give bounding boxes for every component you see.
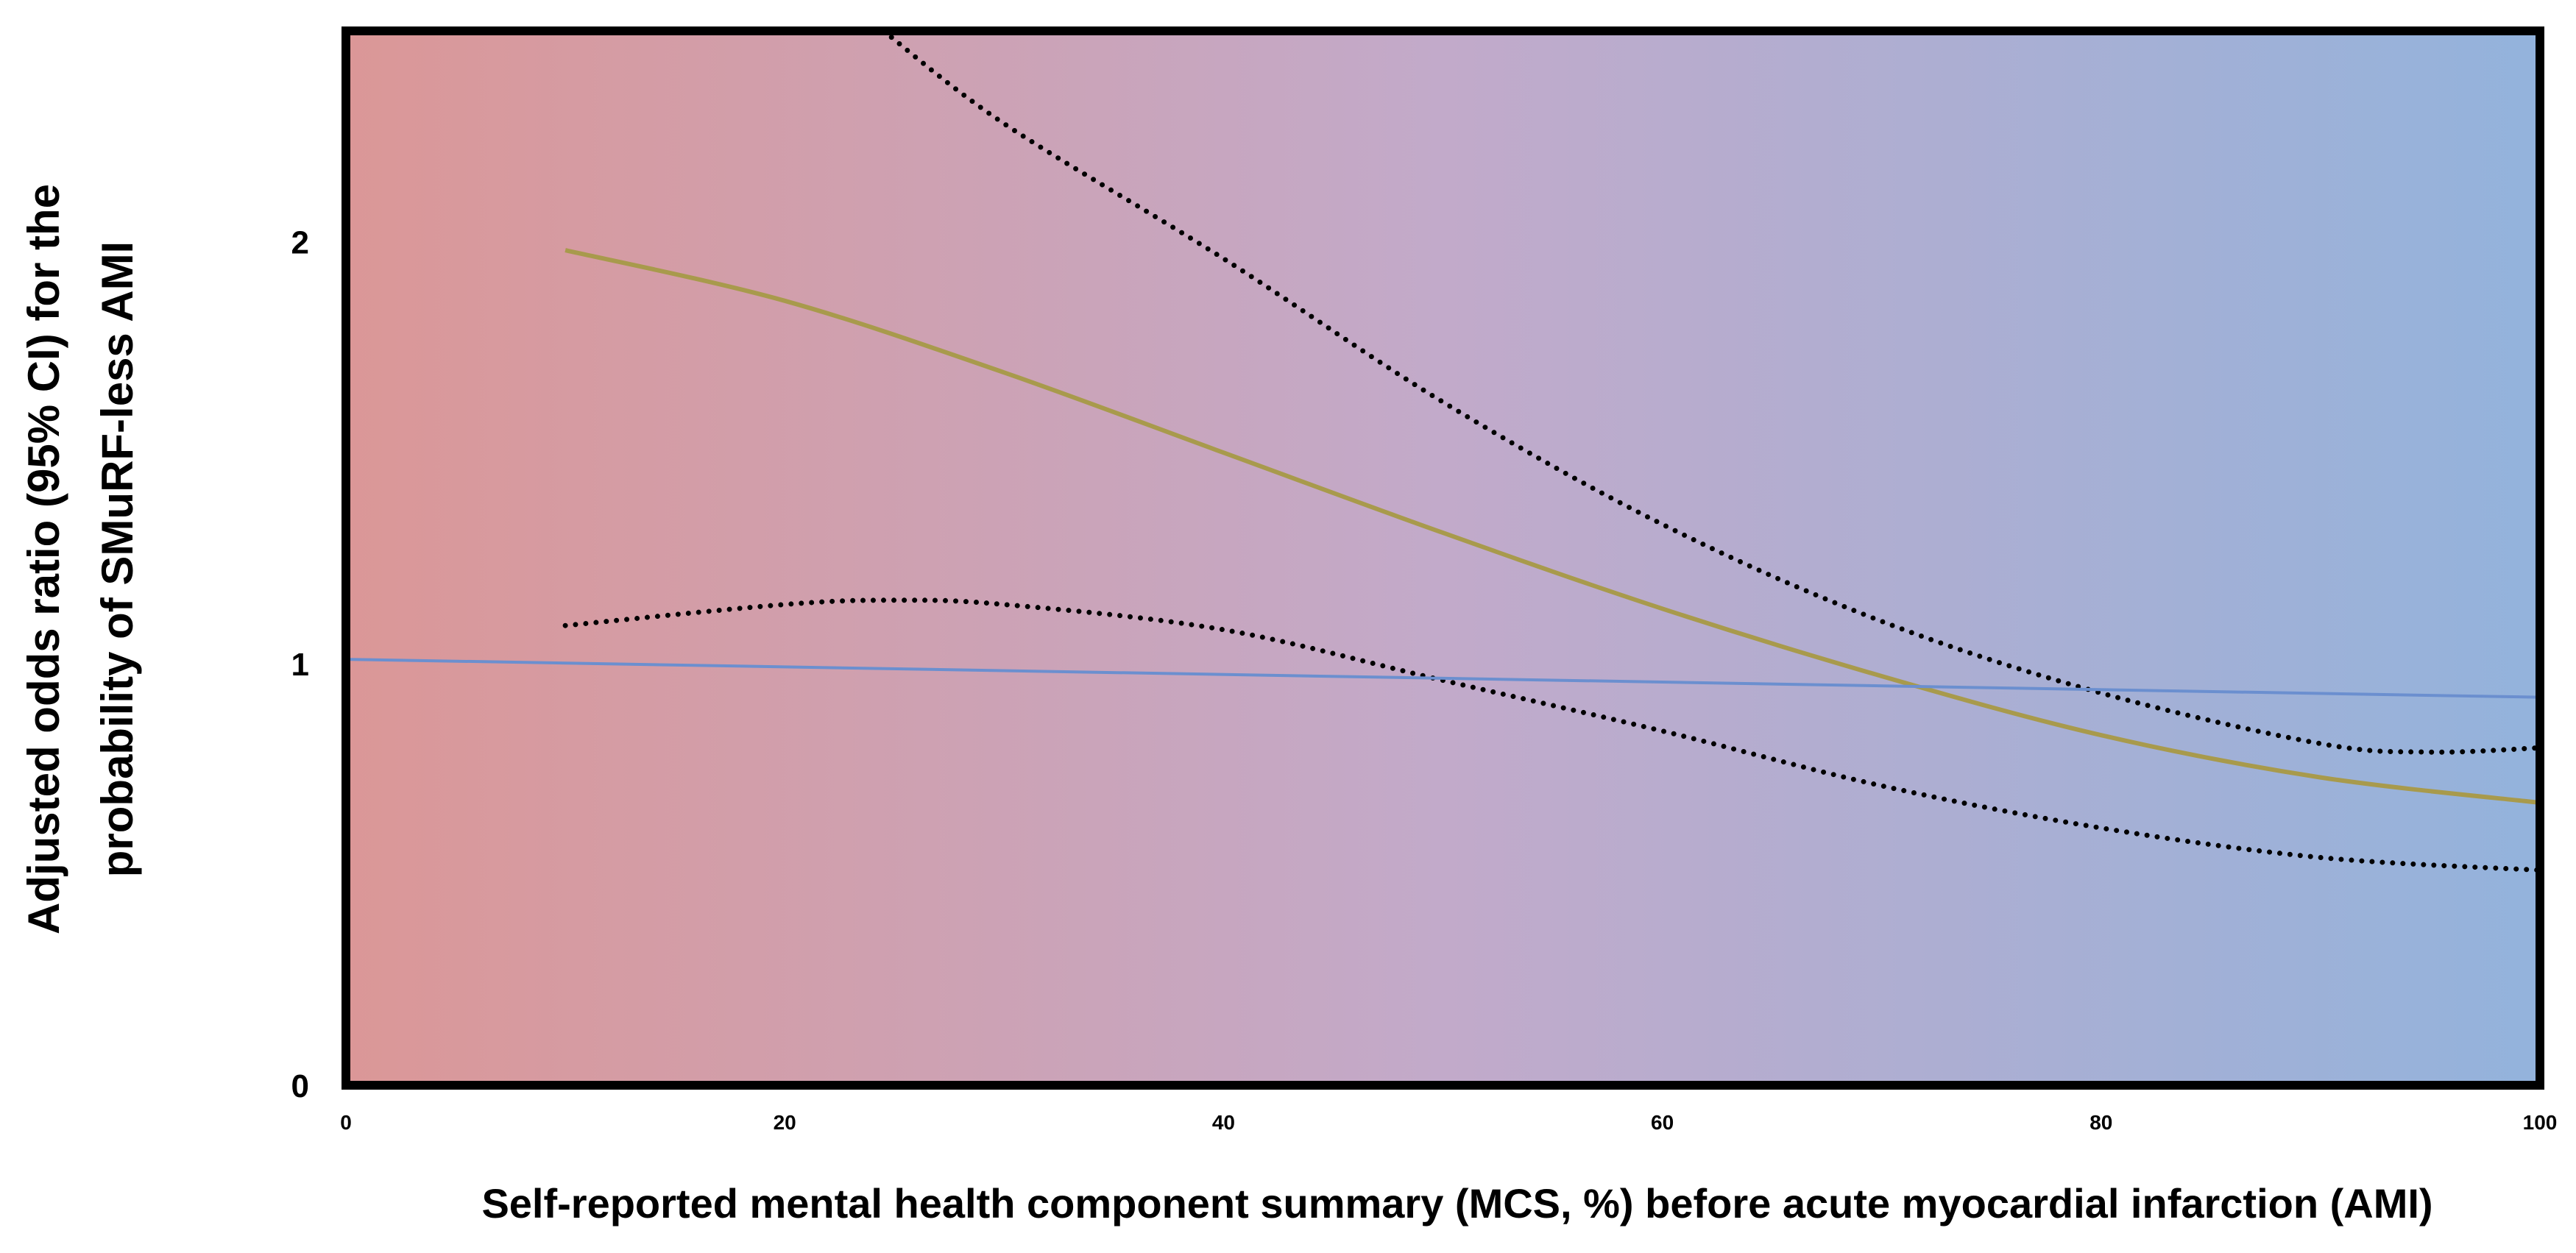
y-tick-label: 0 [291, 1068, 309, 1104]
x-tick-label: 60 [1651, 1111, 1674, 1134]
x-axis-title: Self-reported mental health component su… [481, 1180, 2432, 1227]
x-tick-label: 20 [774, 1111, 796, 1134]
x-tick-label: 40 [1212, 1111, 1235, 1134]
series-line-lower-95-ci [562, 597, 2543, 873]
y-tick-label: 2 [291, 225, 309, 261]
series-layer [345, 28, 2543, 873]
x-tick-label: 80 [2090, 1111, 2112, 1134]
y-axis-title-line-2: probability of SMuRF-less AMI [93, 241, 142, 877]
series-line-reference [345, 658, 2541, 699]
plot-area-background [346, 31, 2540, 1085]
series-line-odds-ratio [565, 248, 2541, 805]
plot-area-frame [342, 26, 2544, 1090]
y-tick-label: 1 [291, 647, 309, 683]
x-tick-label: 0 [340, 1111, 352, 1134]
series-line-upper-95-ci [880, 28, 2543, 755]
y-axis-title-line-1: Adjusted odds ratio (95% CI) for the [19, 184, 68, 934]
x-tick-label: 100 [2523, 1111, 2558, 1134]
